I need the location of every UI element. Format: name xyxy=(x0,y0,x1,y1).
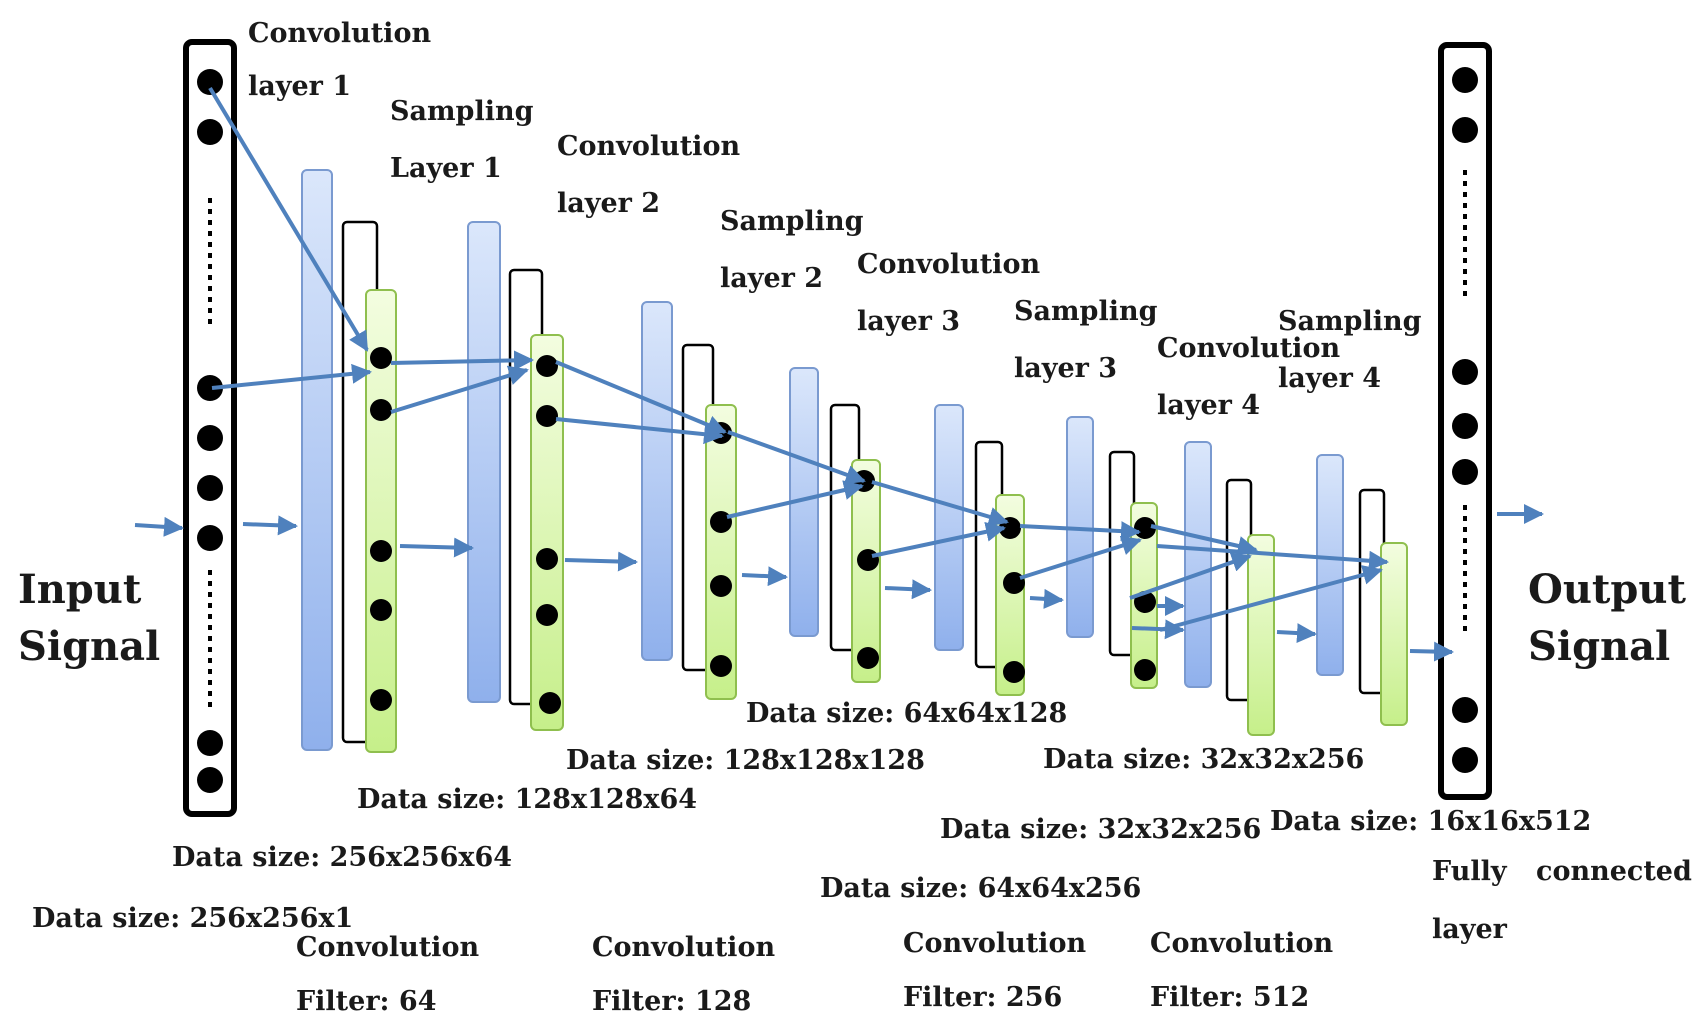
conv-layer-4-title-line2: layer 4 xyxy=(1157,390,1260,421)
fully-connected-label-line2: layer xyxy=(1432,914,1508,945)
sampling-layer-3-title-line2: layer 3 xyxy=(1014,353,1117,384)
conv-layer-1-title: Convolution xyxy=(248,18,431,49)
data-size-label: Data size: 128x128x64 xyxy=(357,784,697,815)
output-label: Output xyxy=(1528,566,1686,613)
filter-label-line2: Filter: 64 xyxy=(296,986,437,1015)
sampling-layer-7-block xyxy=(1247,534,1275,736)
data-size-label: Data size: 256x256x64 xyxy=(172,842,512,873)
stage-6 xyxy=(1066,416,1158,689)
filter-label: Convolution xyxy=(592,932,775,963)
data-size-label: Data size: 32x32x256 xyxy=(940,814,1261,845)
output-column xyxy=(1438,42,1492,800)
conv-layer-2-title-line2: layer 2 xyxy=(557,188,660,219)
filter-label: Convolution xyxy=(296,932,479,963)
sampling-layer-1-title-line2: Layer 1 xyxy=(390,153,502,184)
input-column xyxy=(183,39,237,817)
sampling-layer-4-title-line2: layer 4 xyxy=(1278,363,1381,394)
conv-layer-2-block xyxy=(467,221,501,703)
input-label-line2: Signal xyxy=(18,623,160,670)
output-label-line2: Signal xyxy=(1528,623,1670,670)
connection-arrows xyxy=(134,86,1544,662)
stage-4 xyxy=(789,367,881,683)
sampling-layer-8-block xyxy=(1380,542,1408,726)
stage-8 xyxy=(1316,454,1408,726)
conv-layer-2-title: Convolution xyxy=(557,131,740,162)
sampling-layer-2-title-line2: layer 2 xyxy=(720,263,823,294)
data-size-label: Data size: 64x64x256 xyxy=(820,873,1141,904)
conv-layer-1-block xyxy=(301,169,333,751)
sampling-layer-2-title: Sampling xyxy=(720,206,864,237)
sampling-layer-4-title: Sampling xyxy=(1278,306,1422,337)
conv-layer-5-block xyxy=(934,404,964,651)
sampling-layer-1-title: Sampling xyxy=(390,96,534,127)
input-label: Input xyxy=(18,566,142,613)
data-size-label: Data size: 32x32x256 xyxy=(1043,744,1364,775)
conv-layer-3-title-line2: layer 3 xyxy=(857,306,960,337)
filter-label: Convolution xyxy=(903,928,1086,959)
conv-layer-8-block xyxy=(1316,454,1344,676)
input-data-size-label: Data size: 256x256x1 xyxy=(32,903,353,934)
sampling-layer-2-block xyxy=(530,334,564,731)
filter-label: Convolution xyxy=(1150,928,1333,959)
fully-connected-label-gap: connected xyxy=(1536,856,1692,887)
output-data-size-label: Data size: 16x16x512 xyxy=(1270,806,1591,837)
stage-7 xyxy=(1184,441,1275,736)
conv-layer-3-title: Convolution xyxy=(857,249,1040,280)
sampling-layer-3-title: Sampling xyxy=(1014,296,1158,327)
conv-layer-1-title-line2: layer 1 xyxy=(248,71,351,102)
conv-layer-3-block xyxy=(641,301,673,661)
data-size-label: Data size: 64x64x128 xyxy=(746,698,1067,729)
data-size-label: Data size: 128x128x128 xyxy=(566,745,925,776)
sampling-layer-5-block xyxy=(995,494,1025,696)
stage-1 xyxy=(301,169,397,753)
filter-label-line2: Filter: 128 xyxy=(592,986,751,1015)
stage-3 xyxy=(641,301,737,700)
conv-layer-4-title: Convolution xyxy=(1157,333,1340,364)
filter-label-line2: Filter: 256 xyxy=(903,982,1062,1013)
fully-connected-label: Fully xyxy=(1432,856,1508,887)
filter-label-line2: Filter: 512 xyxy=(1150,982,1309,1013)
conv-layer-7-block xyxy=(1184,441,1212,688)
stage-5 xyxy=(934,404,1025,696)
sampling-layer-4-block xyxy=(851,459,881,683)
sampling-layer-3-block xyxy=(705,404,737,700)
stage-2 xyxy=(467,221,564,731)
